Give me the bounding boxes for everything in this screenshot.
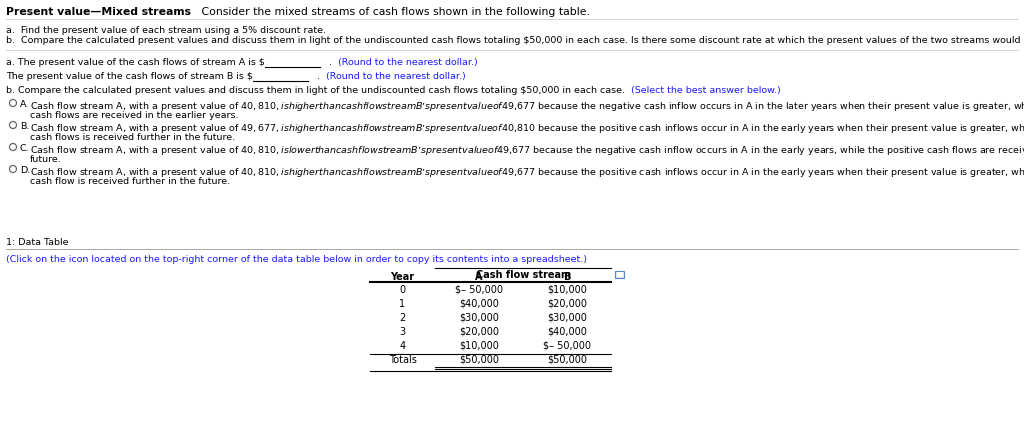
Text: a.  Find the present value of each stream using a 5% discount rate.: a. Find the present value of each stream… bbox=[6, 26, 326, 35]
Text: (Select the best answer below.): (Select the best answer below.) bbox=[631, 86, 780, 95]
Bar bbox=[615, 271, 624, 278]
Text: 2: 2 bbox=[399, 313, 406, 323]
Text: 1: 1 bbox=[399, 299, 406, 309]
Text: Cash flow stream: Cash flow stream bbox=[475, 270, 570, 280]
Text: Cash flow stream A, with a present value of $49,677, is higher than cash flow st: Cash flow stream A, with a present value… bbox=[30, 122, 1024, 135]
Text: C.: C. bbox=[20, 144, 30, 153]
Text: $20,000: $20,000 bbox=[459, 327, 499, 337]
Text: Present value—Mixed streams: Present value—Mixed streams bbox=[6, 7, 191, 17]
Text: $10,000: $10,000 bbox=[547, 285, 587, 295]
Text: 4: 4 bbox=[399, 341, 406, 351]
Text: $50,000: $50,000 bbox=[547, 355, 587, 365]
Text: Consider the mixed streams of cash flows shown in the following table.: Consider the mixed streams of cash flows… bbox=[191, 7, 590, 17]
Text: $– 50,000: $– 50,000 bbox=[543, 341, 591, 351]
Text: b.  Compare the calculated present values and discuss them in light of the undis: b. Compare the calculated present values… bbox=[6, 36, 1024, 45]
Text: A.: A. bbox=[20, 100, 30, 109]
Text: Cash flow stream A, with a present value of $40,810, is higher than cash flow st: Cash flow stream A, with a present value… bbox=[30, 100, 1024, 113]
Text: $20,000: $20,000 bbox=[547, 299, 587, 309]
Text: $10,000: $10,000 bbox=[459, 341, 499, 351]
Text: (Round to the nearest dollar.): (Round to the nearest dollar.) bbox=[338, 58, 477, 67]
Text: Totals: Totals bbox=[388, 355, 417, 365]
Text: .: . bbox=[323, 58, 338, 67]
Text: $40,000: $40,000 bbox=[459, 299, 499, 309]
Text: cash flow is received further in the future.: cash flow is received further in the fut… bbox=[30, 177, 230, 186]
Text: (Click on the icon located on the top-right corner of the data table below in or: (Click on the icon located on the top-ri… bbox=[6, 255, 587, 264]
Text: $– 50,000: $– 50,000 bbox=[455, 285, 503, 295]
Text: $30,000: $30,000 bbox=[459, 313, 499, 323]
Text: A: A bbox=[475, 272, 482, 282]
Text: Cash flow stream A, with a present value of $40,810, is lower than cash flow str: Cash flow stream A, with a present value… bbox=[30, 144, 1024, 157]
Text: a. The present value of the cash flows of stream A is $: a. The present value of the cash flows o… bbox=[6, 58, 265, 67]
Text: D.: D. bbox=[20, 166, 31, 175]
Text: $40,000: $40,000 bbox=[547, 327, 587, 337]
Text: 1: Data Table: 1: Data Table bbox=[6, 238, 69, 247]
Text: 0: 0 bbox=[399, 285, 406, 295]
Text: (Round to the nearest dollar.): (Round to the nearest dollar.) bbox=[326, 72, 466, 81]
Text: 3: 3 bbox=[399, 327, 406, 337]
Text: b. Compare the calculated present values and discuss them in light of the undisc: b. Compare the calculated present values… bbox=[6, 86, 631, 95]
Text: cash flows is received further in the future.: cash flows is received further in the fu… bbox=[30, 133, 236, 142]
Text: $50,000: $50,000 bbox=[459, 355, 499, 365]
Text: cash flows are received in the earlier years.: cash flows are received in the earlier y… bbox=[30, 111, 239, 120]
Text: B: B bbox=[563, 272, 570, 282]
Text: $30,000: $30,000 bbox=[547, 313, 587, 323]
Bar bbox=[616, 272, 623, 276]
Text: The present value of the cash flows of stream B is $: The present value of the cash flows of s… bbox=[6, 72, 253, 81]
Text: .: . bbox=[311, 72, 326, 81]
Text: Cash flow stream A, with a present value of $40,810, is higher than cash flow st: Cash flow stream A, with a present value… bbox=[30, 166, 1024, 179]
Text: Year: Year bbox=[390, 272, 415, 282]
Text: B.: B. bbox=[20, 122, 30, 131]
Text: future.: future. bbox=[30, 155, 61, 164]
